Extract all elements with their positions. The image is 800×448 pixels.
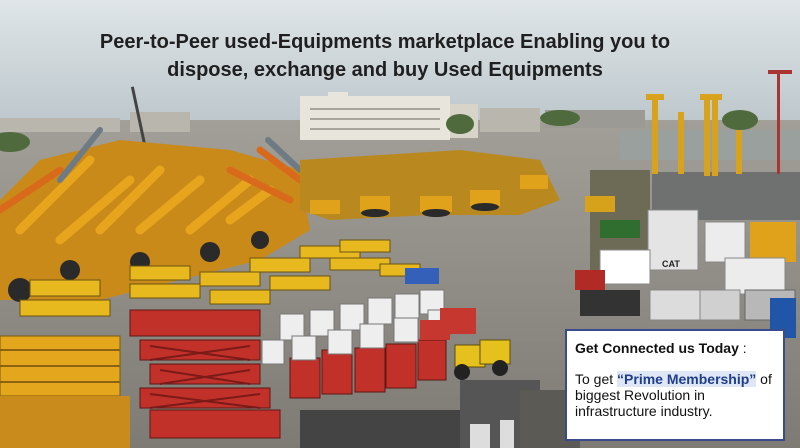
yellow-scissor-lifts: [19, 239, 421, 317]
blue-trailer: [405, 268, 439, 284]
headline-line-1: Peer-to-Peer used-Equipments marketplace…: [99, 31, 671, 53]
light-pole: [768, 70, 792, 174]
callout-title: Get Connected us Today :: [575, 339, 775, 357]
red-scissor-lifts: [129, 309, 447, 439]
headline: Peer-to-Peer used-Equipments marketplace…: [0, 28, 770, 84]
headline-line-2: dispose, exchange and buy Used Equipment…: [167, 59, 603, 81]
membership-callout[interactable]: Get Connected us Today : To get “Prime M…: [565, 329, 785, 441]
left-equipment-rows: [0, 127, 310, 302]
middle-equipment-rows: [300, 150, 560, 220]
large-yellow-lift: [0, 335, 130, 448]
yellow-masts: [646, 94, 742, 176]
scissor-cross: [149, 345, 261, 409]
small-rollers: [454, 339, 511, 368]
cat-label: CAT: [662, 259, 680, 269]
trees: [0, 110, 758, 152]
callout-body-suffix: of biggest Revolution in infrastructure …: [575, 371, 772, 419]
callout-body: To get “Prime Membership” of biggest Rev…: [575, 371, 775, 419]
white-lifts: [261, 289, 453, 365]
red-lift-bases: [420, 308, 476, 340]
callout-title-text: Get Connected us Today: [575, 340, 739, 356]
building-windows: [310, 108, 440, 130]
callout-title-suffix: :: [738, 340, 747, 356]
callout-body-prefix: To get: [575, 371, 618, 387]
right-equipment: CAT: [575, 170, 796, 338]
prime-membership-highlight[interactable]: “Prime Membership”: [617, 371, 757, 387]
